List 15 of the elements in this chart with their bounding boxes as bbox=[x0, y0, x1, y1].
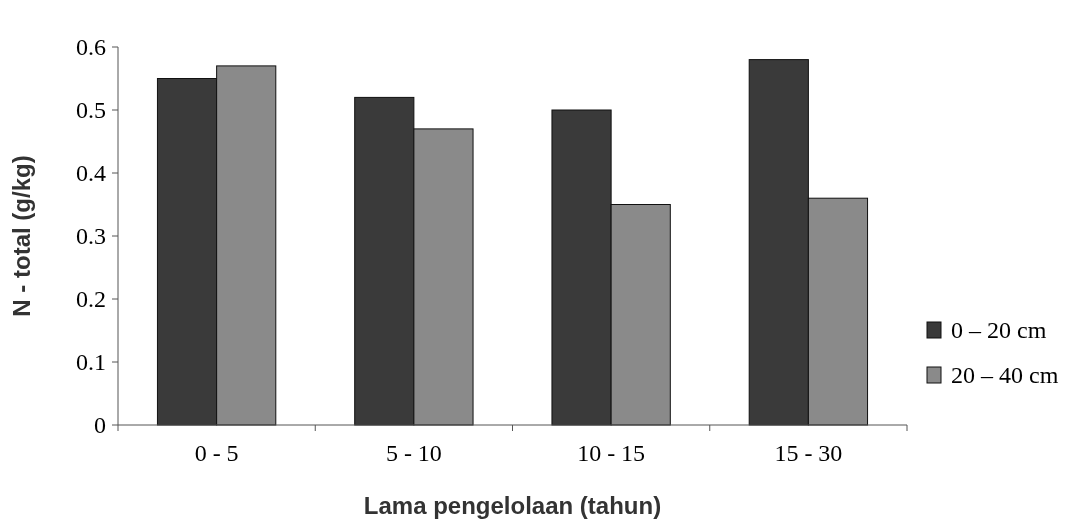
y-tick-label: 0.2 bbox=[76, 286, 106, 313]
x-tick-label: 10 - 15 bbox=[577, 440, 646, 466]
y-tick-label: 0.3 bbox=[76, 223, 106, 250]
x-axis-title: Lama pengelolaan (tahun) bbox=[363, 492, 662, 519]
y-tick-label: 0.6 bbox=[76, 34, 106, 61]
legend-label: 0 – 20 cm bbox=[951, 317, 1047, 344]
y-tick-label: 0.5 bbox=[76, 97, 106, 124]
y-tick-label: 0.1 bbox=[76, 349, 106, 376]
y-tick-label: 0 bbox=[94, 412, 106, 439]
legend-label: 20 – 40 cm bbox=[951, 362, 1059, 389]
x-tick-label: 5 - 10 bbox=[385, 440, 442, 466]
y-axis-title: N - total (g/kg) bbox=[8, 155, 35, 317]
x-tick-label: 0 - 5 bbox=[194, 440, 239, 466]
y-tick-label: 0.4 bbox=[76, 160, 106, 187]
x-tick-label: 15 - 30 bbox=[774, 440, 843, 466]
